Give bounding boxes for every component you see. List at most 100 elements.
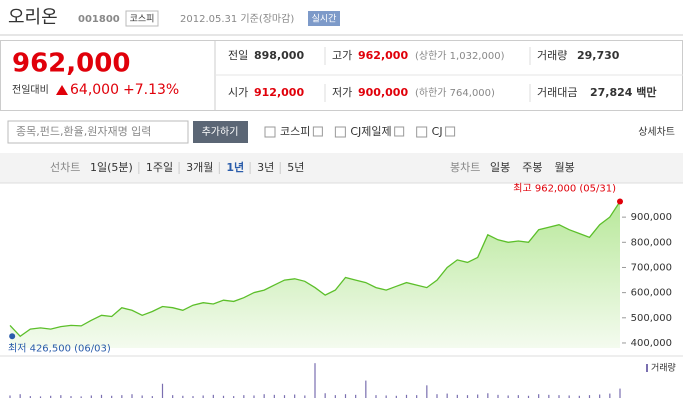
volume-bar: [568, 395, 570, 398]
volume-bar: [436, 394, 438, 398]
volume-bar: [29, 396, 31, 398]
volume-bar: [487, 393, 489, 398]
period-tab[interactable]: 5년: [287, 161, 304, 174]
volume-bar: [192, 396, 194, 398]
volume-bar: [90, 395, 92, 398]
stat-note: (상한가 1,032,000): [415, 50, 505, 62]
volume-bar: [578, 395, 580, 398]
badge[interactable]: 실시간: [312, 14, 337, 25]
volume-bar: [405, 394, 408, 398]
stat-label: 저가: [332, 86, 352, 99]
candle-tab[interactable]: 일봉: [490, 160, 510, 174]
volume-bar: [609, 393, 611, 398]
volume-bar: [538, 394, 540, 398]
compare-label[interactable]: CJ: [432, 125, 443, 138]
date: 2012.05.31 기준(장마감): [180, 13, 294, 25]
volume-bar: [131, 394, 133, 398]
stat-note: (하한가 764,000): [415, 86, 495, 99]
volume-bar: [324, 393, 326, 398]
volume-bar: [548, 394, 550, 398]
volume-bar: [182, 395, 184, 398]
y-tick-label: 500,000: [631, 313, 672, 324]
volume-bar: [416, 395, 418, 398]
high-label: 최고 962,000 (05/31): [513, 183, 616, 195]
volume-bar: [426, 385, 428, 398]
volume-bar: [344, 394, 347, 398]
volume-bar: [141, 395, 143, 398]
volume-bar: [395, 395, 397, 398]
stat-label: 고가: [332, 49, 352, 62]
checkbox[interactable]: [334, 126, 346, 138]
y-tick-label: 800,000: [631, 237, 672, 248]
volume-bar: [263, 394, 265, 398]
stock-code: 001800: [78, 14, 120, 25]
low-label: 최저 426,500 (06/03): [8, 342, 111, 354]
period-tab[interactable]: 3개월: [186, 161, 213, 174]
compare-label[interactable]: CJ제일제: [350, 124, 391, 138]
period-tab[interactable]: 1년: [226, 160, 244, 174]
volume-bar: [283, 395, 286, 398]
checkbox[interactable]: [264, 126, 276, 138]
volume-legend: 거래량: [651, 362, 676, 374]
y-tick-label: 400,000: [631, 338, 672, 349]
volume-bar: [477, 394, 479, 398]
candle-tab[interactable]: 주봉: [522, 161, 542, 174]
volume-bar: [355, 394, 357, 398]
volume-bar: [497, 394, 499, 398]
tab-label: 봉차트: [450, 161, 480, 174]
volume-bar: [111, 395, 113, 398]
volume-bar: [365, 380, 367, 398]
volume-bar: [588, 395, 591, 398]
remove-box[interactable]: [445, 126, 456, 137]
remove-box[interactable]: [394, 126, 405, 137]
volume-bar: [60, 395, 62, 398]
high-marker: [617, 198, 623, 205]
stat-value: 962,000: [358, 49, 408, 62]
compare-label[interactable]: 코스피: [280, 125, 310, 138]
volume-bar: [151, 396, 153, 398]
period-tab[interactable]: 3년: [257, 161, 274, 174]
volume-bar: [273, 394, 275, 398]
volume-bar: [9, 395, 11, 398]
detail-link[interactable]: 상세차트: [638, 126, 675, 138]
volume-bar: [39, 396, 42, 398]
volume-bar: [80, 396, 82, 398]
stat-label: 거래대금: [537, 86, 577, 99]
search-placeholder[interactable]: 종목,펀드,환율,원자재명 입력: [16, 125, 151, 138]
add-button-label[interactable]: 추가하기: [202, 125, 239, 138]
remove-box[interactable]: [312, 126, 323, 137]
tab-label: 선차트: [50, 161, 80, 174]
volume-bar: [619, 388, 621, 398]
checkbox[interactable]: [416, 126, 428, 138]
volume-bar: [233, 396, 235, 398]
volume-bar: [446, 393, 448, 398]
volume-bar: [527, 395, 530, 398]
candle-tab[interactable]: 월봉: [555, 161, 575, 174]
volume-bar: [100, 394, 103, 398]
volume-bar: [294, 394, 296, 398]
volume-bar: [243, 395, 245, 398]
badge-box[interactable]: [308, 11, 340, 26]
volume-bar: [19, 394, 21, 398]
volume-bar: [253, 395, 255, 398]
volume-bar: [375, 395, 377, 398]
volume-bar: [161, 383, 164, 398]
stat-value: 29,730: [577, 49, 620, 62]
search-input[interactable]: [7, 120, 189, 144]
period-tab[interactable]: 1일(5분): [90, 160, 133, 174]
low-marker: [9, 333, 16, 340]
change: 64,000: [70, 82, 119, 98]
stat-label: 거래량: [537, 49, 567, 62]
volume-bar: [466, 395, 469, 398]
volume-bar: [121, 395, 123, 398]
stat-value: 912,000: [254, 86, 304, 99]
add-button[interactable]: [193, 121, 248, 143]
stock-name: 오리온: [8, 7, 58, 28]
period-tab[interactable]: 1주일: [146, 160, 173, 174]
y-tick-label: 700,000: [631, 262, 672, 273]
stat-label: 시가: [228, 86, 248, 99]
stat-value: 898,000: [254, 49, 304, 62]
stat-label: 전일: [228, 48, 248, 62]
volume-bar: [599, 394, 601, 398]
